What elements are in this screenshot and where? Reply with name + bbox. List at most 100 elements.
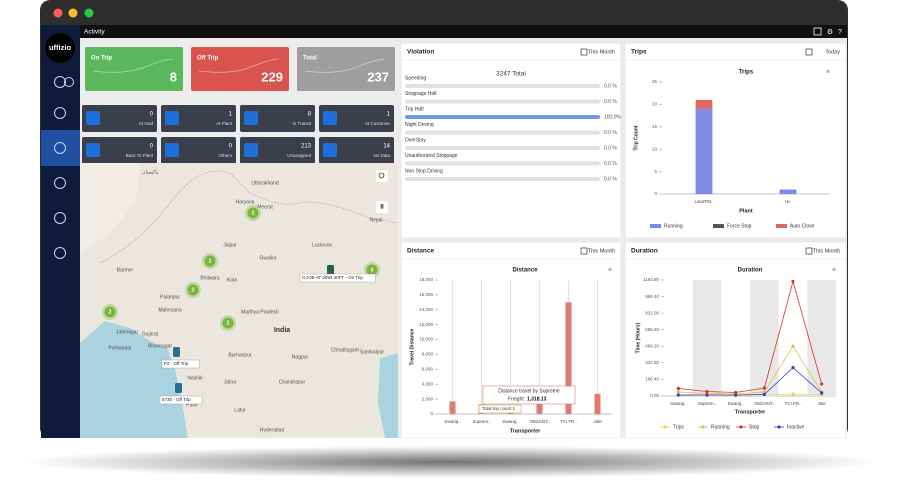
legend-label: Inactive (787, 424, 804, 430)
legend-marker (777, 425, 781, 429)
card-value: 8 (170, 69, 177, 84)
window-button (53, 8, 63, 18)
chart-menu[interactable]: ≡ (832, 268, 836, 274)
top-icon[interactable]: ? (838, 29, 842, 36)
legend-swatch (776, 224, 787, 228)
legend-swatch (713, 224, 724, 228)
cluster[interactable] (247, 207, 259, 219)
sidebar-icon[interactable] (54, 76, 66, 88)
status-tile[interactable] (82, 105, 157, 132)
panel-period[interactable]: This Month (588, 248, 615, 254)
calendar-icon (805, 247, 813, 255)
map-place: Kota (227, 277, 238, 283)
vehicle-marker[interactable] (327, 265, 334, 275)
map-place: Barmer (117, 267, 134, 273)
violation-value: 0.0 % (604, 176, 617, 182)
tile-icon (86, 143, 100, 157)
tile-label: At Plant (216, 121, 233, 126)
x-tick-label: Swaraj.. (728, 401, 744, 406)
map-place: Chandrapur (279, 379, 306, 385)
status-tile[interactable] (161, 105, 236, 132)
x-tick-label: LandTM.. (694, 199, 713, 204)
map-border (99, 170, 398, 264)
y-axis-title: Travel Distance (409, 328, 415, 365)
category-band (807, 280, 836, 396)
map-place: Chhattisgarh (331, 347, 360, 353)
map-place: Jaipur (223, 242, 237, 248)
map-search[interactable] (376, 170, 388, 182)
tile-value: 0 (229, 144, 233, 150)
bar (449, 401, 456, 414)
status-tile[interactable] (240, 137, 315, 164)
status-tile[interactable] (240, 105, 315, 132)
progress-track (405, 84, 600, 88)
sidebar-icon[interactable] (54, 177, 66, 189)
tooltip-title: Distance travel by Supreme (498, 388, 560, 394)
cluster[interactable] (104, 306, 116, 318)
card-value: 229 (261, 69, 283, 84)
cluster[interactable] (222, 317, 234, 329)
sidebar-icon[interactable] (54, 212, 66, 224)
y-axis-title: Time (Hours) (635, 322, 641, 353)
chart-menu[interactable]: ≡ (608, 268, 612, 274)
y-tick-label: 15 (652, 124, 658, 129)
progress-track (405, 177, 600, 181)
panel-period[interactable]: Today (825, 49, 840, 55)
vehicle-marker[interactable] (173, 347, 180, 357)
sidebar-icon[interactable] (54, 142, 66, 154)
y-tick-label: 166.40 (645, 377, 659, 382)
legend-label: Auto Close (790, 223, 815, 229)
panel (400, 42, 622, 239)
sidebar-icon[interactable] (54, 107, 66, 119)
cluster[interactable] (187, 284, 199, 296)
tile-icon (244, 143, 258, 157)
vehicle-marker[interactable] (175, 383, 182, 393)
y-tick-label: 8,000 (422, 352, 434, 357)
top-icon[interactable] (813, 27, 822, 36)
sidebar (41, 25, 80, 38)
y-tick-label: 14,000 (419, 307, 433, 312)
sidebar (41, 38, 80, 438)
tile-value: 1 (387, 112, 391, 118)
card-label: Total (303, 56, 317, 62)
cluster-count: 2 (209, 258, 212, 264)
status-card[interactable] (85, 47, 183, 91)
bar (565, 302, 572, 414)
y-tick-label: 16,000 (419, 292, 433, 297)
sidebar-icon[interactable] (54, 247, 66, 259)
y-tick-label: 332.80 (645, 360, 659, 365)
status-card[interactable] (191, 47, 289, 91)
vehicle-label-box (161, 359, 200, 369)
status-tile[interactable] (82, 137, 157, 164)
chart-menu[interactable]: ≡ (826, 70, 830, 76)
legend-label: Trips (673, 424, 684, 430)
status-tile[interactable] (161, 137, 236, 164)
status-card[interactable] (297, 47, 395, 91)
sidebar-icon[interactable] (64, 77, 74, 87)
cluster[interactable] (366, 264, 378, 276)
panel-period[interactable]: This Month (588, 49, 615, 55)
tile-value: 0 (150, 112, 154, 118)
tile-label: No Data (373, 153, 390, 158)
window-button (68, 8, 78, 18)
status-tile[interactable] (319, 105, 394, 132)
cluster-count: 2 (252, 210, 255, 216)
x-tick-label: Suprem.. (698, 401, 716, 406)
panel-period[interactable]: This Month (813, 248, 840, 254)
status-tile[interactable] (319, 137, 394, 164)
progress-track (405, 130, 600, 135)
violation-value: 0.0 % (604, 145, 617, 151)
top-icon[interactable]: ⚙ (827, 28, 833, 36)
y-tick-label: 0 (430, 411, 433, 416)
shadow (20, 446, 880, 478)
map-place: Lucknow (312, 242, 332, 248)
violation-label: OverStay (405, 137, 426, 143)
map-place: Bhilwara (200, 275, 219, 281)
tile-icon (323, 143, 337, 157)
y-tick-label: 0 (654, 191, 657, 196)
legend-label: Force Stop (727, 223, 752, 229)
cluster-count: 2 (192, 287, 195, 293)
cluster[interactable] (204, 255, 216, 267)
panel-title: Violation (407, 49, 434, 56)
